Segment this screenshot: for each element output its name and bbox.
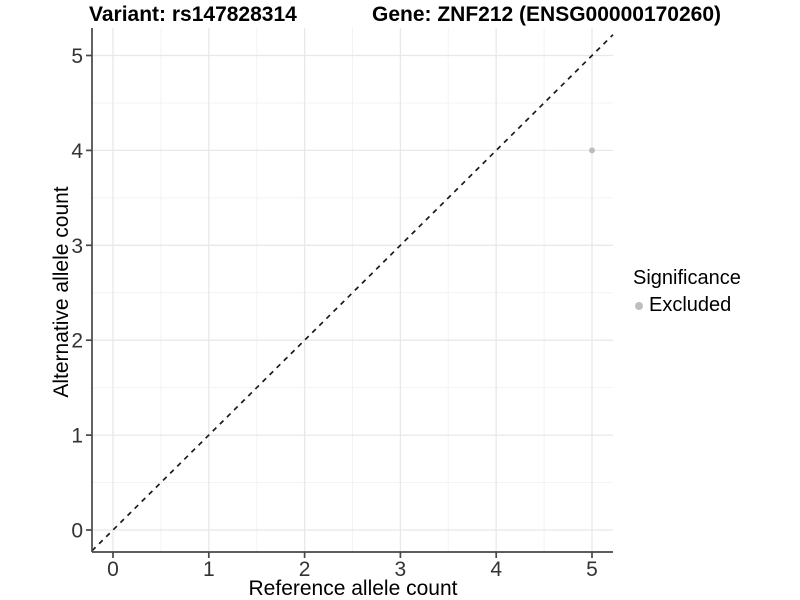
x-tick-label: 3	[395, 558, 407, 581]
x-axis-title: Reference allele count	[248, 577, 458, 600]
x-tick-label: 0	[107, 558, 119, 581]
legend-point-icon	[635, 301, 643, 310]
plot-title-gene: Gene: ZNF212 (ENSG00000170260)	[372, 3, 722, 26]
y-tick-label: 0	[71, 520, 83, 543]
identity-reference-line	[91, 34, 614, 552]
x-tick-label: 4	[490, 558, 502, 581]
y-tick-label: 2	[71, 330, 83, 353]
x-tick-label: 2	[299, 558, 311, 581]
x-tick-label: 5	[586, 558, 598, 581]
y-tick-label: 4	[71, 140, 83, 163]
legend-title: Significance	[633, 267, 741, 289]
x-tick-label: 1	[203, 558, 215, 581]
y-tick-label: 1	[71, 425, 83, 448]
y-axis-title: Alternative allele count	[50, 186, 73, 398]
data-point	[589, 147, 595, 154]
plot-title-variant: Variant: rs147828314	[89, 3, 297, 26]
legend-item-label: Excluded	[649, 294, 732, 316]
legend-item-excluded: Excluded	[629, 294, 741, 317]
legend: Significance Excluded	[629, 267, 741, 317]
y-tick-label: 5	[71, 45, 83, 68]
y-tick-label: 3	[71, 235, 83, 258]
